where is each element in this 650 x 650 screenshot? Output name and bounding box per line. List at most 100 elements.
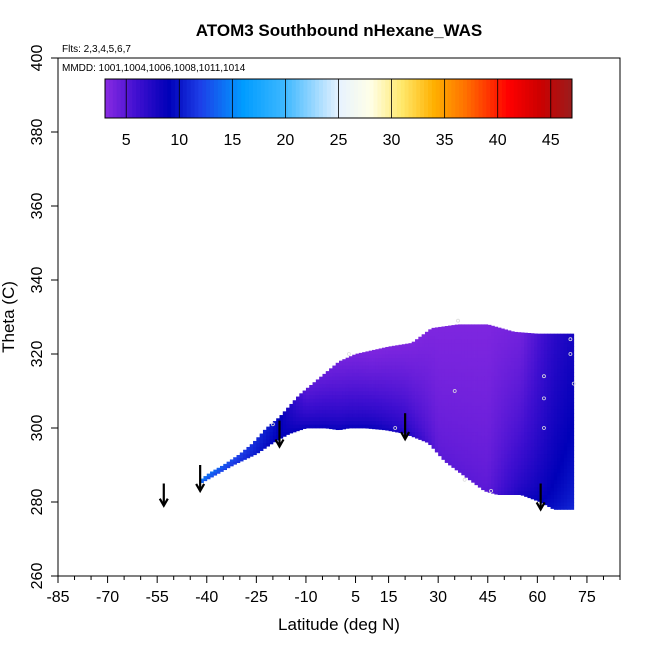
field-cell <box>448 435 452 440</box>
field-cell <box>434 387 439 392</box>
field-cell <box>299 402 304 407</box>
field-cell <box>547 476 551 481</box>
field-cell <box>388 354 393 359</box>
field-cell <box>567 476 571 481</box>
field-cell <box>451 442 456 447</box>
field-cell <box>500 431 505 436</box>
field-cell <box>481 387 485 392</box>
field-cell <box>368 428 373 429</box>
field-cell <box>375 379 380 384</box>
field-cell <box>378 350 383 355</box>
field-cell <box>441 361 446 366</box>
field-cell <box>471 446 475 451</box>
field-cell <box>494 394 499 399</box>
field-cell <box>348 413 353 418</box>
field-cell <box>421 391 426 396</box>
field-cell <box>335 376 340 381</box>
field-cell <box>325 402 330 407</box>
field-cell <box>296 409 300 414</box>
field-cell <box>461 446 466 451</box>
field-cell <box>504 361 508 366</box>
field-cell <box>507 331 512 336</box>
field-cell <box>458 387 462 392</box>
field-cell <box>305 416 310 421</box>
field-cell <box>550 465 555 470</box>
field-cell <box>418 409 423 414</box>
field-cell <box>339 368 343 373</box>
field-cell <box>355 365 360 370</box>
field-cell <box>537 435 542 440</box>
field-cell <box>534 431 538 436</box>
field-cell <box>438 409 442 414</box>
field-cell <box>553 409 558 414</box>
field-cell <box>520 368 525 373</box>
field-cell <box>534 376 538 381</box>
field-cell <box>365 372 370 377</box>
field-cell <box>500 383 505 388</box>
field-cell <box>537 420 542 425</box>
field-cell <box>481 468 485 473</box>
field-cell <box>365 405 370 410</box>
field-cell <box>329 372 333 377</box>
field-cell <box>487 328 492 333</box>
field-cell <box>368 398 373 403</box>
field-cell <box>372 379 376 384</box>
colorbar-swatch <box>529 79 534 118</box>
field-cell <box>454 461 459 466</box>
field-cell <box>388 416 393 421</box>
field-cell <box>319 405 323 410</box>
field-cell <box>299 416 304 421</box>
field-cell <box>477 468 482 473</box>
field-cell <box>487 439 492 444</box>
field-cell <box>458 465 462 470</box>
field-cell <box>391 379 396 384</box>
field-cell <box>332 379 337 384</box>
field-cell <box>375 365 380 370</box>
field-cell <box>368 413 373 418</box>
field-cell <box>504 472 508 477</box>
field-cell <box>567 446 571 451</box>
field-cell <box>348 372 353 377</box>
field-cell <box>454 383 459 388</box>
field-cell <box>444 435 449 440</box>
field-cell <box>543 357 548 362</box>
field-cell <box>381 413 386 418</box>
field-cell <box>438 361 442 366</box>
field-cell <box>332 368 337 373</box>
field-cell <box>441 428 446 433</box>
field-cell <box>345 409 350 414</box>
colorbar-swatch <box>357 79 363 118</box>
field-cell <box>309 405 313 410</box>
field-cell <box>477 476 482 481</box>
flight-arrow <box>195 465 206 494</box>
field-cell <box>269 424 274 429</box>
field-cell <box>415 416 419 421</box>
field-cell <box>524 361 528 366</box>
field-cell <box>365 361 370 366</box>
field-cell <box>368 420 373 425</box>
field-cell <box>434 420 439 425</box>
field-cell <box>514 394 518 399</box>
field-cell <box>471 472 475 477</box>
field-cell <box>510 453 515 458</box>
field-cell <box>530 376 535 381</box>
field-cell <box>348 409 353 414</box>
field-cell <box>322 387 327 392</box>
field-cell <box>289 428 294 433</box>
field-cell <box>477 365 482 370</box>
field-cell <box>395 409 399 414</box>
field-cell <box>560 350 565 355</box>
field-cell <box>500 376 505 381</box>
field-cell <box>401 350 406 355</box>
field-cell <box>543 365 548 370</box>
field-cell <box>203 479 208 482</box>
field-cell <box>537 346 542 351</box>
field-cell <box>477 387 482 392</box>
field-cell <box>444 368 449 373</box>
colorbar-swatch <box>556 79 561 118</box>
field-cell <box>418 342 423 347</box>
field-cell <box>471 461 475 466</box>
field-cell <box>458 439 462 444</box>
field-cell <box>543 453 548 458</box>
field-cell <box>570 450 575 455</box>
